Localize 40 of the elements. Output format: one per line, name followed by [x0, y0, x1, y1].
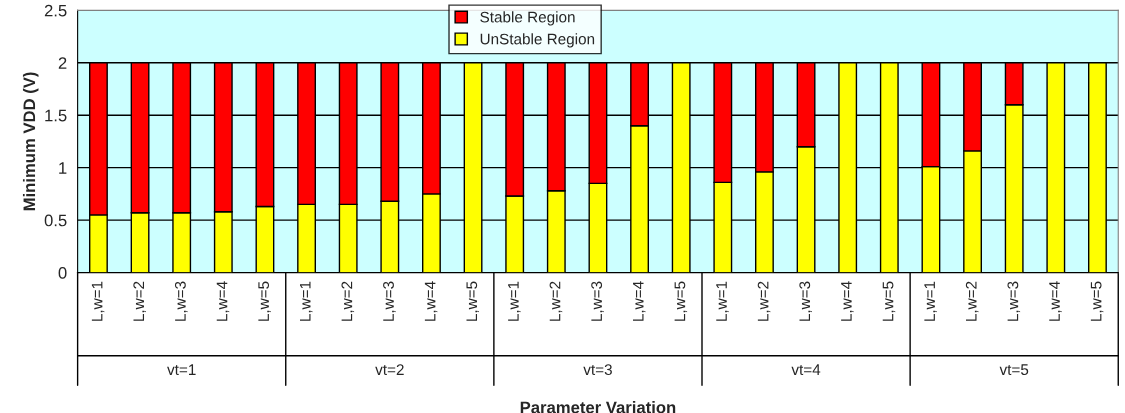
x-tick-label: L,w=1	[508, 281, 521, 321]
x-tick-label: L,w=4	[841, 281, 854, 321]
x-tick-label: L,w=3	[174, 281, 188, 321]
x-tick-label: L,w=1	[91, 281, 105, 321]
y-tick-label: 2.5	[44, 4, 67, 17]
x-tick-label: L,w=3	[591, 281, 604, 321]
x-tick-label: L,w=3	[799, 281, 812, 321]
x-tick-label: L,w=5	[674, 281, 688, 321]
x-tick-label: L,w=2	[965, 281, 979, 321]
x-tick-label: L,w=2	[341, 281, 355, 321]
x-tick-label: L,w=2	[133, 281, 146, 321]
x-tick-label: L,w=1	[924, 281, 937, 321]
y-tick-label: 0.5	[44, 214, 67, 227]
legend-label: UnStable Region	[480, 33, 595, 48]
text: vt=3	[583, 364, 612, 376]
x-tick-label: L,w=1	[716, 281, 729, 321]
x-tick-label: L,w=5	[466, 281, 479, 321]
x-tick-label: L,w=3	[383, 281, 396, 321]
x-tick-label: L,w=4	[633, 281, 646, 321]
x-tick-label: L,w=5	[882, 281, 896, 321]
y-tick-label: 0	[58, 266, 67, 279]
legend-label: Stable Region	[480, 11, 575, 26]
x-tick-label: L,w=1	[300, 281, 313, 321]
x-tick-label: L,w=4	[216, 281, 230, 321]
x-axis-title: Parameter Variation	[520, 401, 676, 413]
x-tick-label: L,w=3	[1007, 281, 1021, 321]
x-tick-label: L,w=4	[1049, 281, 1062, 321]
y-tick-label: 1.5	[45, 109, 67, 122]
x-tick-label: L,w=4	[424, 281, 438, 321]
y-tick-label: 2	[58, 57, 67, 69]
text: vt=2	[375, 364, 404, 375]
x-tick-label: L,w=2	[549, 281, 563, 321]
text: vt=5	[999, 364, 1029, 376]
text: vt=4	[791, 364, 821, 375]
y-axis-title: Minimum VDD (V)	[22, 72, 39, 211]
text: vt=1	[167, 364, 196, 375]
x-tick-label: L,w=2	[757, 281, 771, 321]
x-tick-label: L,w=5	[258, 281, 271, 321]
x-tick-label: L,w=5	[1090, 281, 1104, 321]
y-tick-label: 1	[59, 162, 67, 174]
